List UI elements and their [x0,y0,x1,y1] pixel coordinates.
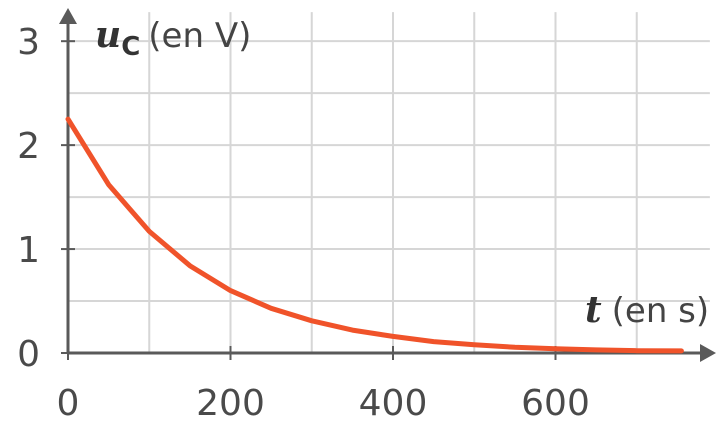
x-axis-label: t (en s) [585,289,709,331]
y-tick-label: 0 [17,334,40,375]
x-tick-label: 0 [57,383,80,424]
y-axis-label: uC (en V) [95,14,251,62]
axes [59,8,716,362]
tick-labels: 0 200 400 600 0 1 2 3 [17,22,590,424]
y-axis-symbol: u [95,14,121,56]
y-tick-label: 3 [17,22,40,63]
y-axis-arrow-icon [59,8,77,24]
y-axis-unit: (en V) [148,16,251,56]
x-axis-symbol: t [585,289,602,331]
x-axis-arrow-icon [700,344,716,362]
series-line [65,116,684,354]
series-layer [65,116,684,354]
x-tick-label: 400 [359,383,428,424]
x-axis-unit: (en s) [612,291,710,331]
y-tick-label: 2 [17,126,40,167]
y-tick-label: 1 [17,230,40,271]
grid [68,12,710,353]
x-tick-label: 200 [196,383,265,424]
x-tick-label: 600 [521,383,590,424]
y-axis-subscript: C [121,32,140,62]
